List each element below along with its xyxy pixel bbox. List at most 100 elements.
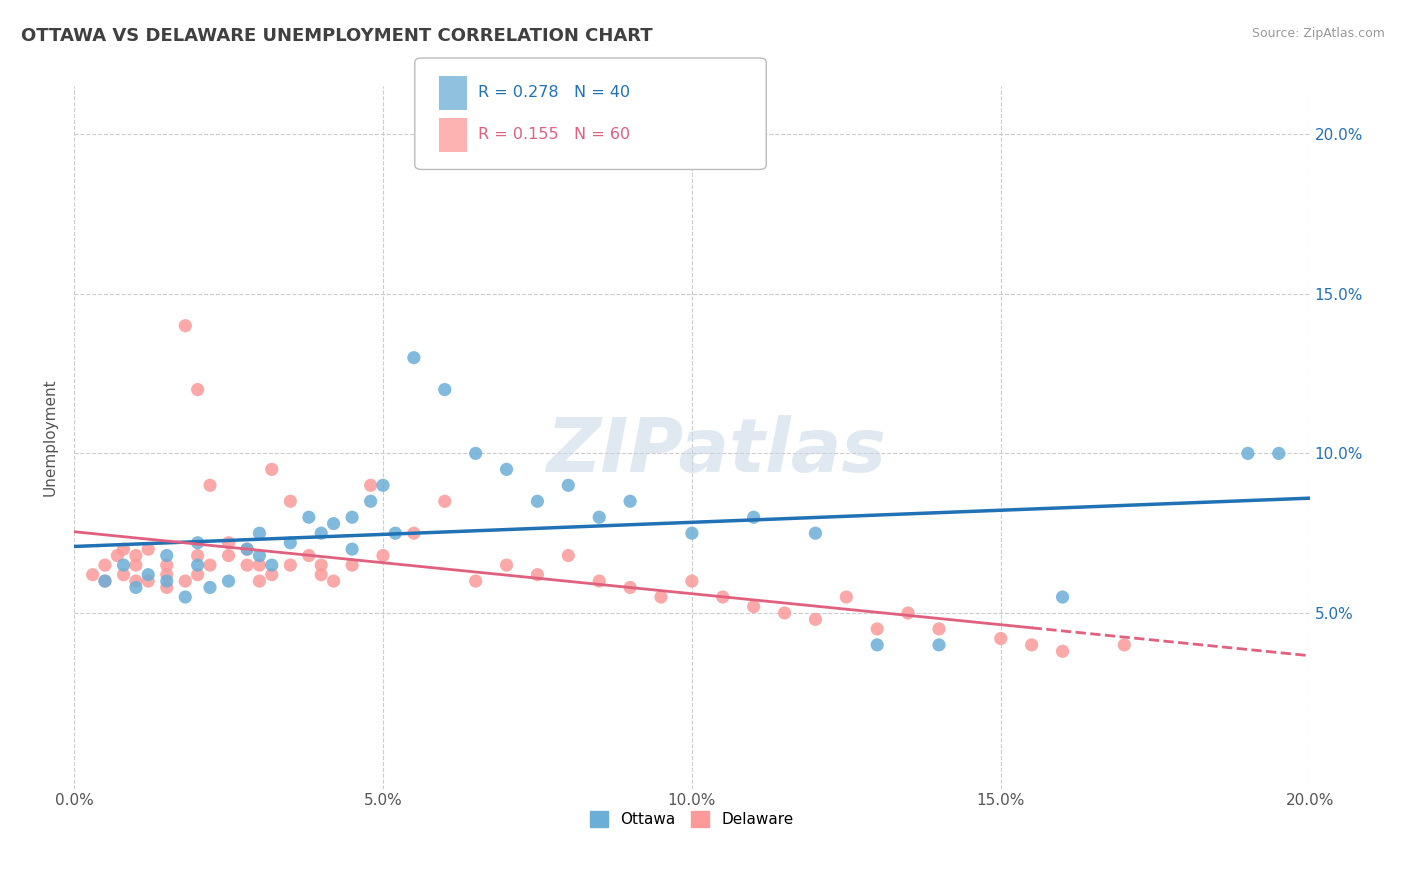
Point bbox=[495, 558, 517, 573]
Point bbox=[322, 516, 344, 531]
Point bbox=[588, 574, 610, 588]
Point bbox=[742, 510, 765, 524]
Point bbox=[773, 606, 796, 620]
Point bbox=[218, 574, 240, 588]
Text: Source: ZipAtlas.com: Source: ZipAtlas.com bbox=[1251, 27, 1385, 40]
Text: R = 0.155   N = 60: R = 0.155 N = 60 bbox=[478, 128, 630, 142]
Point bbox=[866, 622, 889, 636]
Point bbox=[174, 574, 197, 588]
Point bbox=[218, 549, 240, 563]
Point bbox=[94, 574, 117, 588]
Point bbox=[402, 351, 425, 365]
Point bbox=[526, 567, 548, 582]
Point bbox=[136, 542, 159, 557]
Point bbox=[340, 542, 363, 557]
Point bbox=[236, 542, 259, 557]
Point bbox=[249, 526, 271, 541]
Point bbox=[588, 510, 610, 524]
Point bbox=[218, 535, 240, 549]
Point bbox=[526, 494, 548, 508]
Point bbox=[495, 462, 517, 476]
Point bbox=[112, 542, 135, 557]
Point bbox=[464, 574, 486, 588]
Point bbox=[125, 549, 148, 563]
Point bbox=[619, 581, 641, 595]
Point bbox=[464, 446, 486, 460]
Point bbox=[928, 622, 950, 636]
Point bbox=[156, 558, 179, 573]
Point bbox=[249, 574, 271, 588]
Point bbox=[112, 558, 135, 573]
Point bbox=[619, 494, 641, 508]
Legend: Ottawa, Delaware: Ottawa, Delaware bbox=[583, 805, 800, 833]
Point bbox=[278, 494, 301, 508]
Point bbox=[156, 549, 179, 563]
Point bbox=[298, 549, 321, 563]
Text: ZIPatlas: ZIPatlas bbox=[547, 415, 887, 488]
Point bbox=[309, 526, 332, 541]
Point bbox=[433, 494, 456, 508]
Point bbox=[136, 567, 159, 582]
Point bbox=[384, 526, 406, 541]
Point bbox=[340, 558, 363, 573]
Point bbox=[187, 549, 209, 563]
Point bbox=[557, 549, 579, 563]
Point bbox=[371, 549, 394, 563]
Point bbox=[433, 383, 456, 397]
Point bbox=[125, 581, 148, 595]
Point bbox=[557, 478, 579, 492]
Point bbox=[174, 318, 197, 333]
Y-axis label: Unemployment: Unemployment bbox=[44, 378, 58, 496]
Point bbox=[156, 574, 179, 588]
Point bbox=[897, 606, 920, 620]
Point bbox=[711, 590, 734, 604]
Point bbox=[187, 383, 209, 397]
Point bbox=[278, 535, 301, 549]
Point bbox=[198, 478, 221, 492]
Point bbox=[105, 549, 128, 563]
Point bbox=[156, 581, 179, 595]
Point bbox=[249, 558, 271, 573]
Point bbox=[236, 558, 259, 573]
Point bbox=[198, 581, 221, 595]
Point bbox=[298, 510, 321, 524]
Point bbox=[371, 478, 394, 492]
Point bbox=[742, 599, 765, 614]
Point bbox=[1052, 590, 1074, 604]
Point bbox=[340, 510, 363, 524]
Point bbox=[1052, 644, 1074, 658]
Point bbox=[309, 567, 332, 582]
Point bbox=[278, 558, 301, 573]
Point bbox=[174, 590, 197, 604]
Point bbox=[94, 558, 117, 573]
Point bbox=[322, 574, 344, 588]
Point bbox=[1267, 446, 1289, 460]
Point bbox=[198, 558, 221, 573]
Point bbox=[112, 567, 135, 582]
Point bbox=[260, 462, 283, 476]
Text: OTTAWA VS DELAWARE UNEMPLOYMENT CORRELATION CHART: OTTAWA VS DELAWARE UNEMPLOYMENT CORRELAT… bbox=[21, 27, 652, 45]
Point bbox=[125, 574, 148, 588]
Point bbox=[187, 535, 209, 549]
Point bbox=[1237, 446, 1260, 460]
Point bbox=[236, 542, 259, 557]
Point bbox=[156, 567, 179, 582]
Point bbox=[1021, 638, 1043, 652]
Point bbox=[82, 567, 104, 582]
Point bbox=[804, 526, 827, 541]
Text: R = 0.278   N = 40: R = 0.278 N = 40 bbox=[478, 86, 630, 100]
Point bbox=[136, 574, 159, 588]
Point bbox=[309, 558, 332, 573]
Point bbox=[990, 632, 1012, 646]
Point bbox=[360, 478, 382, 492]
Point bbox=[125, 558, 148, 573]
Point bbox=[249, 549, 271, 563]
Point bbox=[187, 567, 209, 582]
Point bbox=[681, 574, 703, 588]
Point bbox=[681, 526, 703, 541]
Point bbox=[187, 558, 209, 573]
Point bbox=[360, 494, 382, 508]
Point bbox=[260, 567, 283, 582]
Point bbox=[1114, 638, 1136, 652]
Point bbox=[94, 574, 117, 588]
